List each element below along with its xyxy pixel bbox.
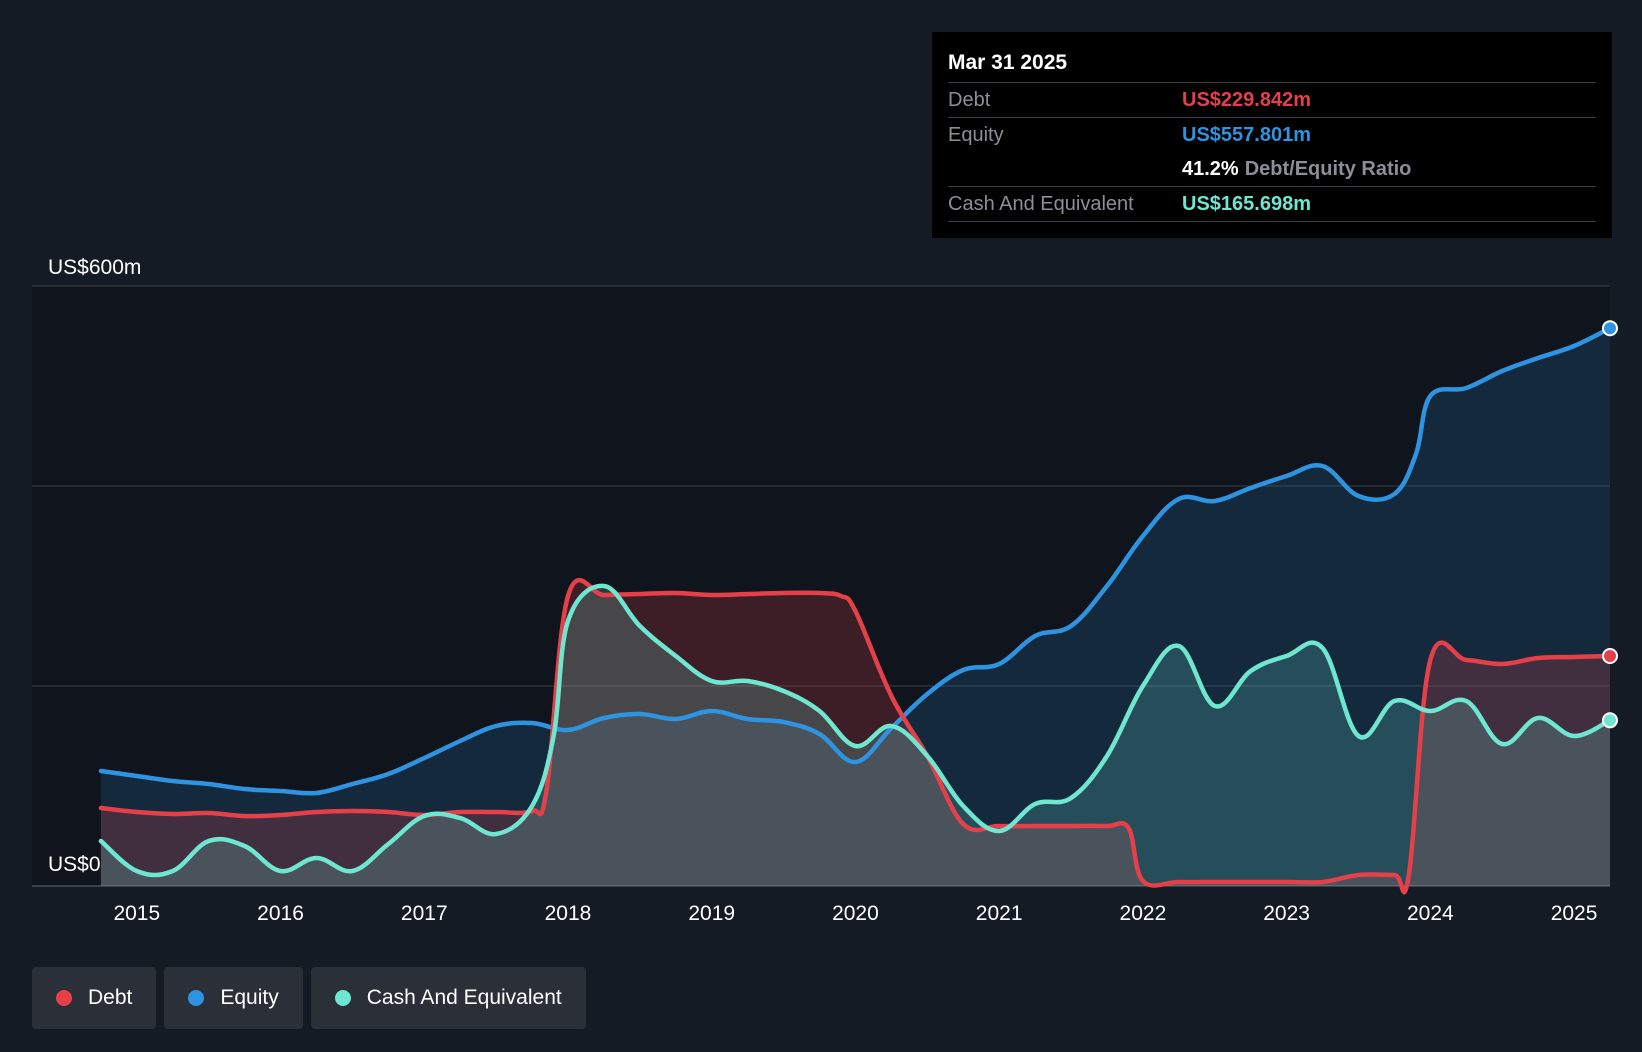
tooltip-row-equity: Equity US$557.801m xyxy=(948,117,1596,152)
legend-label-debt: Debt xyxy=(88,986,133,1009)
cash-line xyxy=(98,583,1613,878)
legend: Debt Equity Cash And Equivalent xyxy=(32,967,594,1029)
debt-area xyxy=(100,580,1610,893)
tooltip-date: Mar 31 2025 xyxy=(948,51,1068,74)
debt-end-marker xyxy=(1602,648,1618,664)
tooltip-debt-label: Debt xyxy=(948,89,991,111)
tooltip-row-ratio: 41.2% Debt/Equity Ratio xyxy=(948,152,1596,186)
tooltip-row-cash: Cash And Equivalent US$165.698m xyxy=(948,186,1596,222)
x-tick-label-2024: 2024 xyxy=(1407,902,1454,925)
debt-line xyxy=(98,578,1613,895)
grid-layer xyxy=(32,285,1610,887)
legend-item-cash[interactable]: Cash And Equivalent xyxy=(310,967,586,1029)
legend-item-equity[interactable]: Equity xyxy=(164,967,303,1029)
cash-dot-icon xyxy=(334,990,351,1006)
tooltip-ratio-label: Debt/Equity Ratio xyxy=(1244,158,1412,180)
y-tick-label-0: US$0 xyxy=(48,853,101,876)
x-tick-label-2018: 2018 xyxy=(545,902,592,925)
area-layer xyxy=(100,328,1610,893)
tooltip-ratio-value: 41.2% xyxy=(1182,158,1239,180)
x-tick-label-2021: 2021 xyxy=(976,902,1023,925)
tooltip: Mar 31 2025 Debt US$229.842m Equity US$5… xyxy=(932,32,1612,238)
axis-layer: 2015 2016 2017 2018 2019 2020 2021 2022 2023 2024… xyxy=(48,256,1597,925)
tooltip-cash-value: US$165.698m xyxy=(1182,193,1311,215)
equity-dot-icon xyxy=(188,990,205,1006)
debt-dot-icon xyxy=(56,990,72,1006)
tooltip-cash-label: Cash And Equivalent xyxy=(948,193,1134,215)
x-tick-label-2019: 2019 xyxy=(688,902,735,925)
x-tick-label-2022: 2022 xyxy=(1120,902,1167,925)
legend-item-debt[interactable]: Debt xyxy=(32,967,157,1029)
marker-layer xyxy=(1602,320,1618,729)
tooltip-equity-value: US$557.801m xyxy=(1182,124,1311,146)
x-tick-label-2020: 2020 xyxy=(832,902,879,925)
equity-line xyxy=(98,325,1613,796)
equity-end-marker xyxy=(1602,320,1618,337)
x-tick-label-2025: 2025 xyxy=(1551,902,1598,925)
line-layer xyxy=(98,325,1613,895)
legend-label-equity: Equity xyxy=(220,986,279,1009)
equity-area xyxy=(100,328,1610,886)
cash-end-marker xyxy=(1602,712,1618,729)
x-tick-label-2016: 2016 xyxy=(257,902,304,925)
x-tick-label-2023: 2023 xyxy=(1263,902,1310,925)
cash-area xyxy=(100,585,1610,886)
x-tick-label-2015: 2015 xyxy=(113,902,160,925)
tooltip-row-debt: Debt US$229.842m xyxy=(948,82,1596,117)
legend-label-cash: Cash And Equivalent xyxy=(366,986,562,1009)
plot-background xyxy=(32,286,1610,886)
x-tick-label-2017: 2017 xyxy=(401,902,448,925)
tooltip-equity-label: Equity xyxy=(948,124,1004,146)
y-tick-label-600: US$600m xyxy=(48,256,141,279)
tooltip-debt-value: US$229.842m xyxy=(1182,89,1311,111)
